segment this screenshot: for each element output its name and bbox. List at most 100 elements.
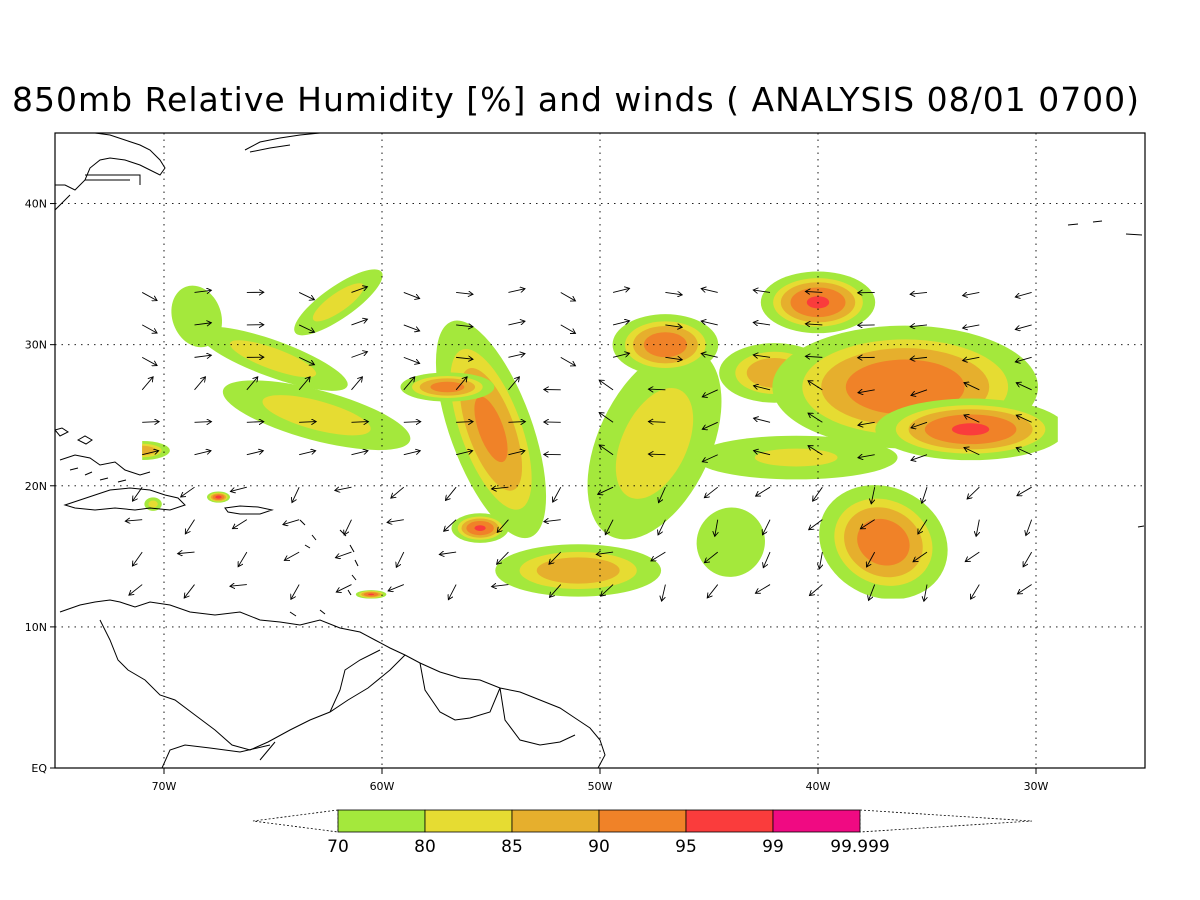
wind-arrow	[246, 422, 264, 423]
humidity-blob	[294, 269, 383, 336]
wind-arrow	[1015, 356, 1032, 362]
wind-arrow	[181, 486, 195, 497]
wind-arrow	[445, 486, 457, 500]
rh-band	[262, 395, 371, 436]
wind-arrow	[132, 486, 143, 501]
cape-cod	[55, 194, 71, 211]
humidity-blob	[355, 590, 387, 599]
wind-arrow	[246, 377, 258, 391]
wind-arrow	[701, 353, 718, 358]
wind-arrow	[612, 353, 629, 358]
rh-band	[368, 593, 375, 596]
wind-arrow	[194, 377, 206, 391]
wind-arrow	[805, 356, 823, 357]
wind-arrow	[403, 292, 420, 298]
wind-arrow	[230, 585, 247, 587]
wind-arrow	[560, 292, 576, 300]
humidity-blob	[171, 285, 223, 348]
wind-arrow	[184, 584, 195, 598]
wind-arrow	[232, 519, 248, 529]
wind-arrow	[238, 551, 248, 567]
wind-arrow	[141, 292, 157, 300]
colorbar-label: 95	[675, 837, 697, 857]
wind-arrow	[291, 584, 300, 600]
wind-arrow	[858, 390, 875, 393]
wind-arrow	[813, 486, 823, 501]
lon-tick-label: 30W	[1024, 780, 1049, 793]
rh-band	[643, 332, 687, 358]
wind-arrow	[553, 486, 562, 502]
wind-arrow	[963, 357, 980, 360]
humidity-contours	[142, 269, 1058, 599]
wind-arrow	[967, 486, 980, 499]
wind-arrow	[601, 584, 614, 597]
wind-arrow	[753, 290, 771, 292]
humidity-blob	[207, 491, 230, 503]
rh-band	[615, 388, 694, 499]
wind-arrow	[599, 445, 614, 456]
coastlines	[55, 133, 1145, 768]
puerto-rico-coast	[224, 505, 274, 515]
wind-arrow	[596, 552, 614, 554]
wind-arrow	[701, 321, 718, 326]
wind-arrow	[444, 519, 457, 532]
wind-arrow	[387, 520, 404, 523]
lat-tick-label: 30N	[25, 339, 47, 352]
humidity-blob	[875, 398, 1058, 461]
wind-arrow	[508, 354, 525, 358]
humidity-blob	[451, 513, 509, 543]
wind-arrow	[456, 357, 473, 359]
wind-arrow	[497, 551, 509, 564]
wind-arrow	[809, 584, 823, 596]
wind-arrow	[922, 487, 928, 503]
humidity-blob	[198, 326, 348, 391]
wind-arrow	[292, 486, 300, 502]
wind-arrow	[976, 519, 979, 537]
wind-arrow	[702, 454, 718, 462]
wind-arrow	[913, 551, 928, 562]
wind-arrow	[805, 291, 823, 292]
wind-arrow	[550, 584, 562, 598]
wind-vectors	[125, 287, 1033, 602]
rh-band	[142, 445, 157, 456]
wind-arrow	[809, 519, 823, 530]
rh-band	[857, 518, 910, 566]
wind-arrow	[298, 324, 314, 332]
wind-arrow	[142, 422, 159, 423]
wind-arrow	[335, 487, 352, 490]
humidity-blob	[696, 507, 765, 577]
wind-arrow	[560, 324, 576, 333]
wind-arrow	[971, 584, 980, 600]
us-border	[85, 174, 141, 185]
wind-arrow	[867, 551, 876, 567]
wind-arrow	[129, 584, 143, 596]
wind-arrow	[230, 486, 247, 491]
wind-arrow	[132, 551, 143, 566]
humidity-blob	[495, 544, 662, 597]
wind-arrow	[964, 447, 980, 456]
rh-band	[696, 507, 765, 577]
wind-arrow	[651, 551, 666, 561]
cuba-coast	[59, 454, 151, 476]
wind-arrow	[299, 422, 316, 423]
wind-arrow	[560, 356, 576, 365]
wind-arrow	[665, 292, 682, 294]
wind-arrow	[924, 584, 927, 602]
wind-arrow	[456, 422, 473, 423]
rh-band	[148, 500, 158, 508]
wind-arrow	[704, 486, 718, 497]
wind-arrow	[754, 418, 771, 423]
wind-arrow	[508, 377, 519, 391]
wind-arrow	[456, 451, 473, 456]
wind-arrow	[388, 584, 404, 591]
rh-band	[474, 525, 486, 532]
wind-arrow	[763, 519, 771, 535]
colorbar-swatch	[772, 809, 861, 833]
wind-arrow	[448, 584, 457, 600]
wind-arrow	[439, 552, 457, 554]
humidity-blob	[142, 440, 170, 461]
wind-arrow	[662, 584, 666, 602]
colorbar-swatch	[424, 809, 513, 833]
wind-arrow	[141, 377, 153, 391]
wind-arrow	[964, 415, 980, 423]
